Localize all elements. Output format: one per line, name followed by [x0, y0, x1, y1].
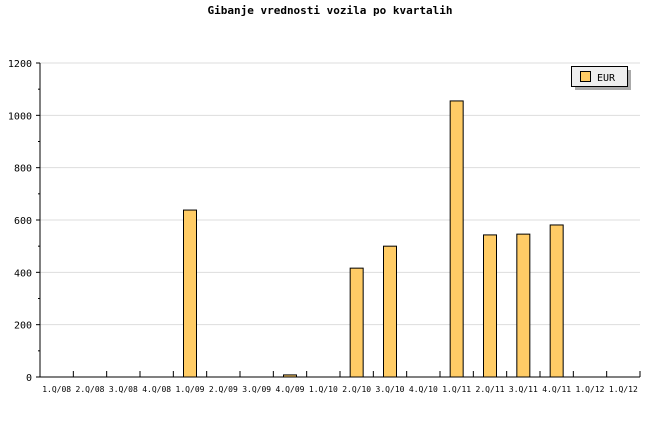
x-tick-label: 2.Q/08 — [76, 385, 105, 394]
bar — [549, 224, 564, 378]
bar — [516, 233, 531, 378]
bar — [483, 234, 497, 378]
x-tick-label: 1.Q/12 — [609, 385, 638, 394]
x-tick-label: 2.Q/11 — [476, 385, 505, 394]
bar — [283, 374, 297, 378]
x-tick-label: 1.Q/11 — [442, 385, 471, 394]
y-tick-label: 400 — [14, 268, 32, 279]
y-tick-label: 1000 — [8, 111, 32, 122]
y-tick-label: 200 — [14, 321, 32, 332]
x-tick-label: 1.Q/12 — [576, 385, 605, 394]
y-tick-label: 0 — [26, 373, 32, 384]
x-tick-label: 1.Q/08 — [42, 385, 71, 394]
x-tick-label: 1.Q/10 — [309, 385, 338, 394]
x-tick-label: 2.Q/09 — [209, 385, 238, 394]
y-tick-label: 600 — [14, 216, 32, 227]
x-tick-label: 3.Q/08 — [109, 385, 138, 394]
y-tick-label: 1200 — [8, 59, 32, 70]
x-tick-label: 4.Q/10 — [409, 385, 438, 394]
legend-label: EUR — [597, 73, 616, 84]
bar — [449, 100, 464, 378]
x-tick-label: 3.Q/10 — [376, 385, 405, 394]
x-tick-label: 1.Q/09 — [176, 385, 205, 394]
x-tick-label: 4.Q/08 — [142, 385, 171, 394]
bar — [183, 209, 197, 378]
x-tick-label: 2.Q/10 — [342, 385, 371, 394]
x-tick-label: 3.Q/11 — [509, 385, 538, 394]
bar — [349, 267, 364, 378]
x-tick-label: 4.Q/11 — [542, 385, 571, 394]
y-tick-label: 800 — [14, 164, 32, 175]
x-tick-label: 4.Q/09 — [276, 385, 305, 394]
x-tick-label: 3.Q/09 — [242, 385, 271, 394]
bar — [383, 245, 397, 378]
legend-swatch — [580, 71, 591, 82]
chart-title: Gibanje vrednosti vozila po kvartalih — [207, 4, 453, 17]
